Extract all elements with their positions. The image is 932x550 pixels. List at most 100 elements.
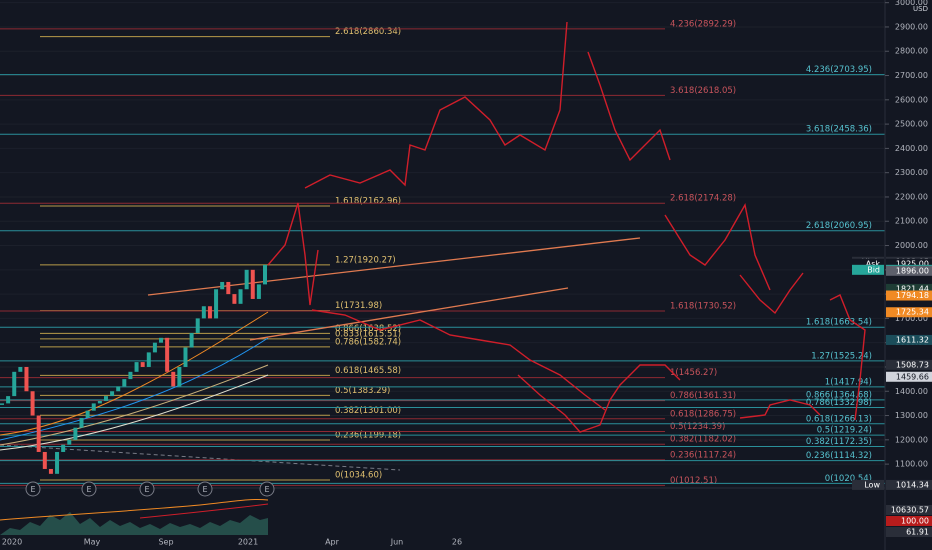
candle (110, 391, 115, 397)
fib-label: 0.786(1361.31) (670, 391, 736, 401)
fib-label: 0.618(1286.75) (670, 409, 736, 419)
fib-label: 0(1020.54) (825, 474, 872, 484)
candle (256, 284, 261, 299)
moving-average (0, 311, 269, 436)
price-tag-value: 1821.44 (896, 284, 929, 293)
earnings-label: E (264, 485, 269, 494)
earnings-label: E (144, 485, 149, 494)
fib-label: 0.382(1172.35) (806, 437, 872, 447)
trend-line (0, 444, 401, 471)
moving-average (0, 364, 269, 446)
price-tag-value: 1508.73 (896, 360, 929, 369)
price-tag (886, 334, 932, 345)
x-tick-label: Apr (325, 538, 340, 547)
price-tag-name-bg (852, 264, 884, 275)
y-tick-label: 1300.00 (895, 411, 928, 420)
moving-average (0, 337, 269, 441)
price-tag-name-bg (852, 479, 884, 490)
price-tag (886, 516, 932, 526)
fib-label: 0.866(1638.52) (335, 324, 401, 334)
earnings-label: E (202, 485, 207, 494)
fib-label: 2.618(2060.95) (806, 221, 872, 231)
price-tag-value: 10630.57 (891, 506, 929, 515)
fib-label: 3.618(2458.36) (806, 125, 872, 135)
y-tick-label: 2200.00 (895, 192, 928, 201)
fib-label: 0.786(1332.98) (806, 398, 872, 408)
fib-label: 4.236(2892.29) (670, 19, 736, 29)
earnings-label: E (30, 485, 35, 494)
price-tag-value: 1459.66 (896, 372, 929, 381)
fib-label: 0.5(1234.39) (670, 422, 725, 432)
volume (0, 512, 268, 535)
y-tick-label: 2600.00 (895, 95, 928, 104)
price-tag-name: Low (864, 480, 880, 489)
freehand-line (267, 202, 319, 306)
candle (18, 366, 23, 372)
price-tag (886, 307, 932, 318)
fib-label: 2.618(2174.28) (670, 194, 736, 204)
candle (55, 451, 60, 474)
freehand-line (311, 309, 606, 411)
candle (116, 386, 121, 392)
candle (67, 439, 72, 445)
price-tag-name: Bid (867, 265, 880, 274)
candle (183, 347, 188, 367)
fib-label: 0.833(1615.51) (335, 329, 401, 339)
fib-label: 0.382(1301.00) (335, 406, 401, 416)
fib-label: 1.618(2162.96) (335, 196, 401, 206)
indicator-line (0, 498, 269, 521)
fib-label: 1.27(1525.24) (811, 351, 872, 361)
candle (152, 342, 157, 353)
fib-label: 2.618(2860.34) (335, 27, 401, 37)
freehand-line (739, 272, 804, 315)
candle (85, 410, 90, 418)
price-tag-value: 1611.32 (896, 335, 929, 344)
candle (134, 362, 139, 372)
y-tick-label: 2100.00 (895, 217, 928, 226)
fib-label: 0.618(1465.58) (335, 366, 401, 376)
candle (159, 337, 164, 343)
y-tick-label: 2400.00 (895, 144, 928, 153)
freehand-line (304, 21, 568, 189)
fib-label: 1.618(1663.54) (806, 318, 872, 328)
fib-label: 0.236(1117.24) (670, 450, 736, 460)
y-tick-label: 2800.00 (895, 47, 928, 56)
freehand-line (739, 399, 821, 419)
x-tick-label: May (84, 538, 101, 547)
candle (140, 362, 145, 367)
price-tag-value: 1014.34 (896, 480, 929, 489)
candle (201, 306, 206, 319)
earnings-marker (81, 481, 97, 497)
price-tag-value: 61.91 (906, 528, 929, 537)
price-tag (886, 371, 932, 382)
fib-label: 3.618(2618.05) (670, 86, 736, 96)
fib-label: 0.618(1266.13) (806, 414, 872, 424)
x-tick-label: Sep (158, 538, 173, 547)
candle (165, 337, 170, 372)
freehand-line (587, 51, 671, 162)
y-tick-label: 1400.00 (895, 387, 928, 396)
fib-label: 1.27(1920.27) (335, 255, 396, 265)
fib-label: 1(1731.98) (335, 301, 382, 311)
candle (146, 352, 151, 367)
candle (97, 400, 102, 404)
candle (189, 332, 194, 348)
candle (79, 417, 84, 428)
candle (177, 366, 182, 387)
candle (24, 366, 29, 392)
earnings-marker (139, 481, 155, 497)
y-tick-label: 1100.00 (895, 460, 928, 469)
freehand-line (517, 364, 681, 433)
price-tag-name: Ask (866, 259, 881, 268)
y-tick-label: 1200.00 (895, 435, 928, 444)
candle (61, 444, 66, 452)
candle (214, 289, 219, 319)
candle (48, 468, 53, 474)
candle (122, 379, 127, 387)
freehand-line (664, 203, 771, 291)
candle (30, 391, 35, 416)
y-tick-label: 2300.00 (895, 168, 928, 177)
candle (128, 371, 133, 380)
fib-label: 0.786(1582.74) (335, 337, 401, 347)
